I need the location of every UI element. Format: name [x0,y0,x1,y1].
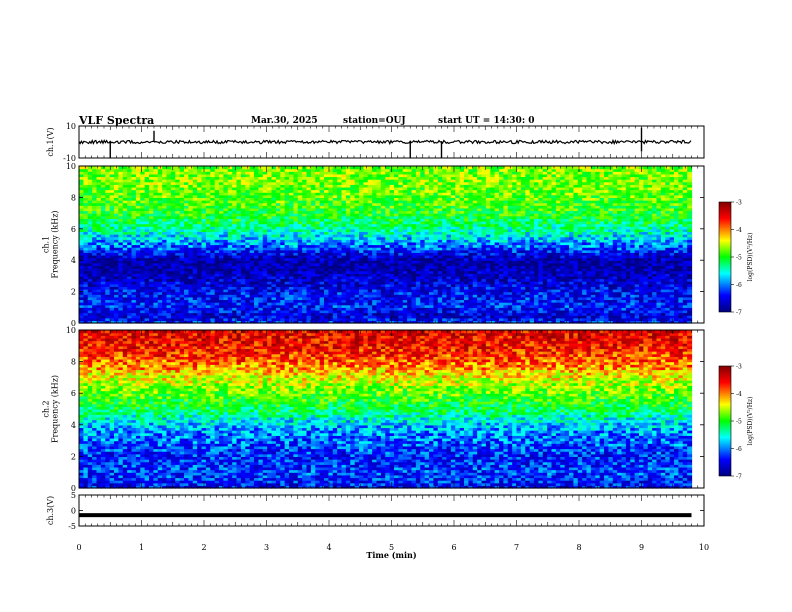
colorbar-tick-label: -4 [736,391,742,398]
colorbar-tick-label: -5 [736,419,742,426]
vlf-figure: VLF Spectra Mar.30, 2025 station=OUJ sta… [0,0,792,612]
y-axis-label: ch.1(V) [46,127,55,156]
x-tick-label: 2 [201,543,206,552]
y-axis-label: ch.2 [42,400,51,417]
y-tick-label: 10 [66,162,76,171]
y-tick-label: 8 [71,193,76,202]
x-tick-label: 4 [326,543,331,552]
x-tick-label: 3 [264,543,269,552]
x-tick-label: 1 [139,543,144,552]
y-tick-label: 8 [71,358,76,367]
y-axis-label: ch.1 [42,236,51,253]
colorbar-tick-label: -7 [736,474,742,481]
ch1-trace [79,140,691,143]
y-tick-label: 5 [71,491,76,500]
y-axis-label: ch.3(V) [46,496,55,525]
colorbar-tick-label: -4 [736,227,742,234]
y-tick-label: 4 [71,256,76,265]
colorbar-tick-label: -3 [736,200,742,207]
ch2-spectrogram-image [79,330,692,489]
y-tick-label: 0 [71,507,76,516]
x-tick-label: 0 [76,543,81,552]
y-tick-label: 6 [71,225,76,234]
colorbar-tick-label: -5 [736,255,742,262]
colorbar-tick-label: -3 [736,364,742,371]
colorbar-label: log(PSD)(V²/Hz) [747,233,754,282]
y-tick-label: 2 [71,452,76,461]
y-axis-label: Frequency (kHz) [51,210,60,278]
colorbar-label: log(PSD)(V²/Hz) [747,397,754,446]
y-tick-label: 10 [66,122,76,131]
colorbar-tick-label: -6 [736,282,742,289]
y-tick-label: 4 [71,421,76,430]
y-tick-label: -5 [68,522,76,531]
x-tick-label: 7 [514,543,519,552]
colorbar-tick-label: -7 [736,310,742,317]
x-tick-label: 6 [451,543,456,552]
x-tick-label: 8 [576,543,581,552]
x-tick-label: 10 [699,543,709,552]
vlf-plot: -3 -4 -5 -6 -7 log(PSD)(V²/Hz) -3 -4 -5 -6 -7 log(P… [0,0,792,612]
ch3-trace [79,513,692,517]
y-tick-label: 6 [71,389,76,398]
ch1-spectrogram-colorbar [719,202,731,312]
y-tick-label: 10 [66,326,76,335]
ch1-spectrogram-image [79,166,692,324]
ch2-spectrogram-colorbar [719,366,731,476]
colorbar-tick-label: -6 [736,446,742,453]
x-tick-label: 9 [639,543,644,552]
y-axis-label: Frequency (kHz) [51,375,60,443]
x-axis-label: Time (min) [366,550,416,560]
y-tick-label: 2 [71,288,76,297]
